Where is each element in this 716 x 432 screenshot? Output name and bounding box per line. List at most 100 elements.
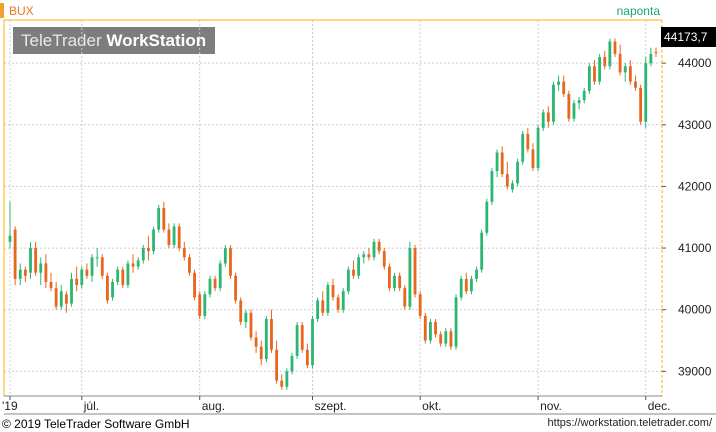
candle-body: [136, 260, 140, 267]
candle-body: [64, 294, 68, 304]
candle-body: [295, 325, 299, 356]
candle-body: [562, 81, 566, 94]
candle-body: [244, 312, 248, 323]
y-tick-label: 40000: [678, 303, 712, 317]
candle-body: [208, 278, 212, 295]
candle-body: [464, 278, 468, 292]
candle-body: [147, 248, 150, 252]
candle-body: [649, 53, 653, 64]
candle-body: [70, 278, 73, 304]
candle-body: [29, 248, 32, 273]
candle-body: [326, 285, 330, 313]
x-tick-label: nov.: [540, 399, 562, 413]
candle-body: [141, 248, 145, 261]
candle-body: [249, 312, 253, 338]
candle-body: [167, 229, 171, 245]
candle-body: [639, 87, 643, 122]
candle-body: [131, 263, 135, 267]
y-tick-label: 39000: [678, 364, 712, 378]
candle-body: [644, 63, 648, 122]
candle-body: [516, 161, 519, 184]
candle-body: [152, 229, 155, 252]
candle-body: [393, 275, 396, 289]
candle-body: [511, 183, 514, 190]
candle-body: [331, 285, 335, 298]
candle-body: [305, 349, 309, 366]
y-tick-label: 41000: [678, 241, 712, 255]
candle-body: [13, 229, 17, 279]
interval-label[interactable]: naponta: [616, 4, 660, 18]
candle-body: [341, 291, 345, 310]
candle-body: [182, 248, 186, 258]
candle-body: [398, 275, 402, 289]
candle-body: [234, 275, 237, 301]
y-axis-ticks: 39000 40000 41000 42000 43000 44000: [662, 56, 712, 378]
candle-body: [111, 281, 114, 298]
candle-body: [357, 257, 361, 276]
candle-body: [475, 269, 478, 279]
brand-logo: TeleTrader WorkStation: [13, 27, 215, 54]
candle-body: [367, 254, 371, 258]
candle-body: [311, 318, 314, 366]
candle-body: [80, 269, 84, 286]
candle-body: [23, 269, 27, 276]
candle-body: [608, 41, 612, 67]
last-value-tag: 44173,7: [661, 27, 716, 47]
candle-body: [593, 66, 596, 82]
candle-body: [654, 52, 658, 54]
y-tick-label: 44000: [678, 56, 712, 70]
candle-body: [100, 257, 104, 276]
candle-body: [336, 297, 340, 310]
candle-body: [95, 257, 99, 259]
y-tick-label: 42000: [678, 179, 712, 193]
candle-body: [285, 371, 289, 387]
candle-body: [470, 278, 473, 292]
candle-body: [126, 263, 130, 286]
candle-body: [75, 278, 79, 286]
candle-body: [587, 66, 591, 91]
candle-body: [387, 266, 391, 289]
candle-body: [526, 134, 530, 150]
x-tick-label: '19: [2, 399, 18, 413]
candle-body: [413, 248, 417, 295]
candle-body: [264, 318, 268, 360]
candle-body: [121, 269, 125, 286]
candle-body: [403, 288, 407, 307]
candle-body: [628, 66, 632, 82]
candle-body: [8, 235, 12, 242]
candle-body: [382, 251, 386, 267]
candle-body: [275, 349, 279, 381]
candle-body: [346, 269, 350, 292]
candle-body: [536, 127, 540, 168]
axes: [3, 19, 716, 415]
candle-body: [259, 346, 263, 360]
y-tick-label: 43000: [678, 118, 712, 132]
candles: [8, 38, 658, 390]
candle-body: [116, 269, 120, 282]
source-url[interactable]: https://workstation.teletrader.com/: [547, 417, 712, 429]
candle-body: [500, 152, 504, 175]
brand-bold: WorkStation: [106, 31, 207, 50]
candle-body: [270, 318, 273, 350]
candle-body: [577, 100, 581, 104]
candle-body: [188, 257, 191, 273]
x-tick-label: júl.: [83, 399, 99, 413]
candle-body: [54, 288, 58, 307]
candle-body: [603, 56, 607, 67]
candle-body: [203, 294, 207, 316]
x-tick-label: okt.: [422, 399, 441, 413]
candle-body: [162, 208, 166, 230]
candle-body: [623, 66, 627, 73]
candle-body: [454, 297, 458, 347]
grid-lines: [4, 20, 662, 396]
candle-body: [557, 81, 560, 85]
candle-body: [541, 112, 545, 128]
candle-body: [546, 112, 550, 122]
candle-body: [106, 275, 109, 301]
x-axis-ticks: '19 júl. aug. szept. okt. nov. dec.: [2, 396, 670, 413]
candle-body: [613, 41, 617, 54]
candle-body: [90, 257, 94, 276]
candle-body: [290, 355, 294, 372]
candle-body: [229, 248, 232, 276]
